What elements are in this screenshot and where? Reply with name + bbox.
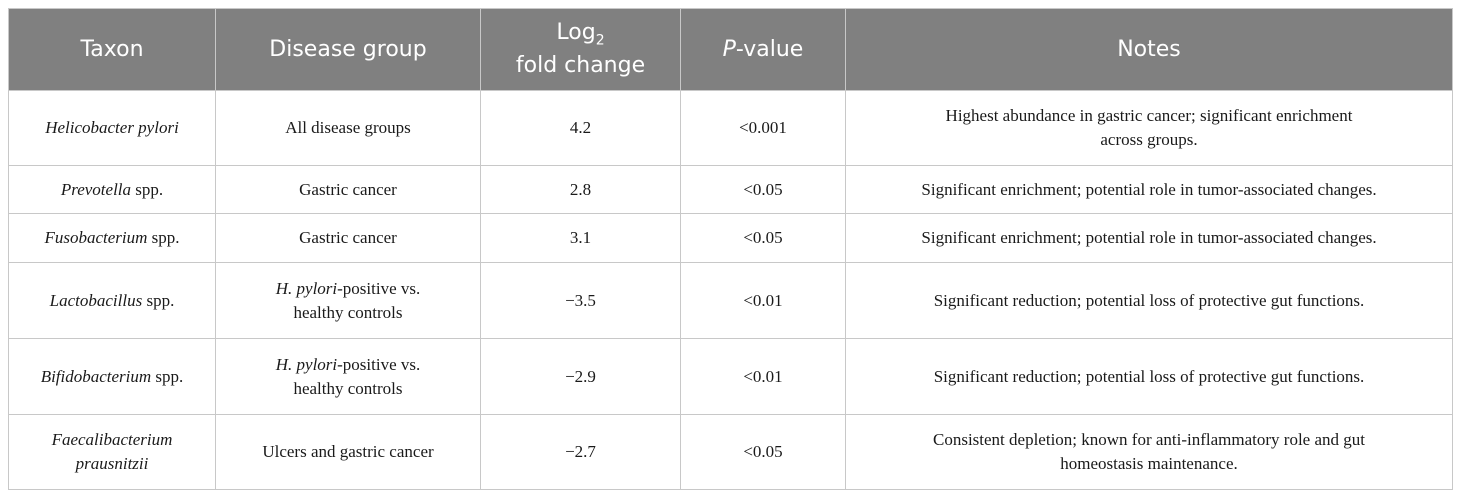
cell-text: H. pylori	[275, 354, 338, 374]
cell-text: <0.05	[743, 179, 783, 199]
table-cell: <0.05	[680, 414, 846, 490]
table-cell: All disease groups	[215, 90, 481, 166]
cell-text: 2	[595, 32, 605, 49]
table-row: Helicobacter pylori All disease groups 4.2…	[8, 90, 1453, 166]
table-cell: H. pylori-positive vs. healthy controls	[215, 262, 481, 339]
table-cell: Consistent depletion; known for anti-inf…	[845, 414, 1453, 490]
cell-text: Significant enrichment; potential role i…	[921, 228, 1377, 247]
table-cell: 4.2	[480, 90, 681, 166]
cell-text: −3.5	[565, 290, 596, 310]
cell-text: P	[722, 36, 736, 62]
table-header: Taxon Disease group Log2 fold change P-value…	[8, 8, 1453, 91]
cell-text: fold change	[515, 53, 646, 79]
cell-text: Fusobacterium	[44, 228, 148, 247]
table-cell: Bifidobacterium spp.	[8, 338, 216, 415]
cell-text: spp.	[147, 228, 180, 247]
table-cell: Significant enrichment; potential role i…	[845, 213, 1453, 263]
table-row: Lactobacillus spp. H. pylori-positive vs.…	[8, 262, 1453, 339]
cell-text: healthy controls	[293, 302, 403, 322]
header-cell: Taxon	[8, 8, 216, 91]
data-table: Taxon Disease group Log2 fold change P-value…	[8, 8, 1453, 490]
table-cell: H. pylori-positive vs. healthy controls	[215, 338, 481, 415]
cell-text: <0.05	[743, 442, 783, 461]
cell-text: 3.1	[569, 228, 592, 247]
table-cell: <0.01	[680, 262, 846, 339]
cell-text: Ulcers and gastric cancer	[262, 442, 434, 461]
table-cell: Prevotella spp.	[8, 165, 216, 214]
table-row: Fusobacterium spp. Gastric cancer 3.1 <0.05…	[8, 213, 1453, 263]
table-cell: Significant reduction; potential loss of…	[845, 262, 1453, 339]
table-row: Prevotella spp. Gastric cancer 2.8 <0.05 Sig…	[8, 165, 1453, 214]
cell-text: -value	[735, 36, 804, 62]
cell-text: Prevotella	[60, 179, 132, 199]
header-cell: P-value	[680, 8, 846, 91]
cell-text: healthy controls	[293, 378, 403, 398]
cell-text: -positive vs.	[337, 354, 421, 374]
table-body: Helicobacter pylori All disease groups 4.2…	[8, 90, 1453, 490]
cell-text: Consistent depletion; known for anti-inf…	[933, 430, 1365, 449]
table-cell: Significant reduction; potential loss of…	[845, 338, 1453, 415]
cell-text: Significant reduction; potential loss of…	[933, 366, 1365, 386]
header-cell: Notes	[845, 8, 1453, 91]
cell-text: Faecalibacterium	[51, 430, 173, 449]
cell-text: homeostasis maintenance.	[1060, 454, 1238, 473]
header-row: Taxon Disease group Log2 fold change P-value…	[8, 8, 1453, 91]
cell-text: prausnitzii	[75, 454, 149, 473]
cell-text: Significant reduction; potential loss of…	[933, 290, 1365, 310]
table-cell: 3.1	[480, 213, 681, 263]
cell-text: Notes	[1117, 36, 1181, 62]
cell-text: Highest abundance in gastric cancer; sig…	[945, 106, 1353, 125]
cell-text: <0.001	[739, 118, 787, 137]
table-cell: Faecalibacterium prausnitzii	[8, 414, 216, 490]
table-cell: Helicobacter pylori	[8, 90, 216, 166]
cell-text: Disease group	[269, 36, 427, 62]
cell-text: spp.	[151, 366, 184, 386]
cell-text: spp.	[142, 290, 175, 310]
cell-text: <0.05	[743, 228, 783, 247]
cell-text: <0.01	[743, 290, 783, 310]
header-cell: Disease group	[215, 8, 481, 91]
cell-text: All disease groups	[285, 118, 411, 137]
cell-text: across groups.	[1100, 130, 1198, 149]
cell-text: Gastric cancer	[299, 228, 397, 247]
table-cell: <0.001	[680, 90, 846, 166]
cell-text: −2.7	[565, 442, 596, 461]
table-cell: Gastric cancer	[215, 165, 481, 214]
table-cell: −3.5	[480, 262, 681, 339]
cell-text: spp.	[131, 179, 164, 199]
table-cell: Significant enrichment; potential role i…	[845, 165, 1453, 214]
table-cell: <0.01	[680, 338, 846, 415]
table-row: Faecalibacterium prausnitzii Ulcers and ga…	[8, 414, 1453, 490]
header-cell: Log2 fold change	[480, 8, 681, 91]
cell-text: Helicobacter pylori	[45, 118, 179, 137]
cell-text: −2.9	[565, 366, 596, 386]
table-cell: Fusobacterium spp.	[8, 213, 216, 263]
cell-text: Lactobacillus	[49, 290, 143, 310]
table-cell: <0.05	[680, 213, 846, 263]
table-cell: −2.9	[480, 338, 681, 415]
table-cell: Gastric cancer	[215, 213, 481, 263]
table-cell: Lactobacillus spp.	[8, 262, 216, 339]
cell-text: <0.01	[743, 366, 783, 386]
table-cell: 2.8	[480, 165, 681, 214]
cell-text: Significant enrichment; potential role i…	[921, 179, 1377, 199]
cell-text: 4.2	[569, 118, 592, 137]
cell-text: Bifidobacterium	[40, 366, 152, 386]
cell-text: H. pylori	[275, 278, 338, 298]
cell-text: 2.8	[569, 179, 592, 199]
cell-text: Taxon	[80, 36, 144, 62]
cell-text: Log	[556, 19, 596, 45]
table-row: Bifidobacterium spp. H. pylori-positive v…	[8, 338, 1453, 415]
cell-text: -positive vs.	[337, 278, 421, 298]
table-cell: Highest abundance in gastric cancer; sig…	[845, 90, 1453, 166]
cell-text: Gastric cancer	[299, 179, 397, 199]
table-cell: <0.05	[680, 165, 846, 214]
table-cell: Ulcers and gastric cancer	[215, 414, 481, 490]
table-cell: −2.7	[480, 414, 681, 490]
